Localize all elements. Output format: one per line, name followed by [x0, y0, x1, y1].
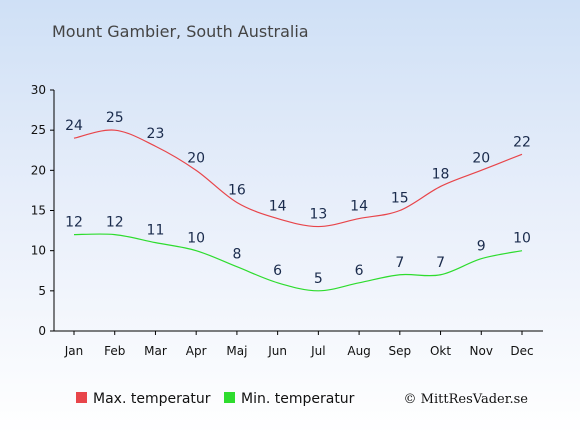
data-labels: 24 25 23 20 16 14 13 14 15 18 20 22 12 12 11 10 8 6 5 6 7 7 9 1… [65, 110, 531, 287]
min-data-label: 5 [314, 271, 323, 287]
max-temperature-line [73, 129, 523, 228]
min-data-label: 7 [436, 255, 445, 271]
y-tick-label: 20 [31, 163, 46, 177]
min-data-label: 9 [477, 239, 486, 255]
y-tick-label: 5 [38, 284, 46, 298]
x-tick-label: Sep [389, 344, 412, 358]
max-data-label: 24 [65, 118, 83, 134]
x-tick-label: Aug [347, 344, 370, 358]
min-data-label: 7 [395, 255, 404, 271]
max-data-label: 25 [106, 110, 124, 126]
x-tick-label: Apr [186, 344, 207, 358]
y-tick-label: 15 [31, 204, 46, 218]
min-data-label: 12 [106, 215, 124, 231]
y-tick-label: 30 [31, 83, 46, 97]
x-tick-label: Mar [144, 344, 167, 358]
legend-swatch-max [76, 392, 87, 403]
min-data-label: 6 [273, 263, 282, 279]
chart-title: Mount Gambier, South Australia [52, 22, 309, 41]
x-tick-label: Jun [267, 344, 287, 358]
max-data-label: 13 [309, 207, 327, 223]
max-data-label: 20 [187, 150, 205, 166]
x-tick-label: Dec [510, 344, 533, 358]
legend-label-min: Min. temperatur [241, 391, 355, 407]
y-tick-label: 0 [38, 324, 46, 338]
y-tick-label: 25 [31, 123, 46, 137]
max-data-label: 20 [472, 150, 490, 166]
x-tick-label: Jul [310, 344, 325, 358]
axes: 0 5 10 15 20 25 30 Jan Feb Mar Apr Maj Jun Jul Aug Sep O… [31, 83, 543, 358]
max-data-label: 16 [228, 182, 246, 198]
min-data-label: 11 [147, 223, 165, 239]
max-data-label: 14 [350, 199, 368, 215]
min-data-label: 6 [355, 263, 364, 279]
legend-label-max: Max. temperatur [93, 391, 211, 407]
max-data-label: 18 [432, 166, 450, 182]
min-data-label: 10 [513, 231, 531, 247]
min-data-label: 8 [232, 247, 241, 263]
x-tick-label: Okt [430, 344, 451, 358]
y-tick-label: 10 [31, 244, 46, 258]
x-tick-label: Maj [226, 344, 247, 358]
max-data-label: 14 [269, 199, 287, 215]
min-temperature-line [73, 233, 523, 292]
x-tick-label: Feb [104, 344, 125, 358]
x-tick-label: Nov [470, 344, 493, 358]
legend: Max. temperatur Min. temperatur [76, 391, 355, 407]
max-data-label: 15 [391, 191, 409, 207]
max-data-label: 22 [513, 134, 531, 150]
credit-text: © MittResVader.se [404, 392, 529, 407]
series-lines [73, 129, 523, 292]
max-data-label: 23 [147, 126, 165, 142]
min-data-label: 10 [187, 231, 205, 247]
min-data-label: 12 [65, 215, 83, 231]
legend-swatch-min [224, 392, 235, 403]
x-tick-label: Jan [64, 344, 84, 358]
